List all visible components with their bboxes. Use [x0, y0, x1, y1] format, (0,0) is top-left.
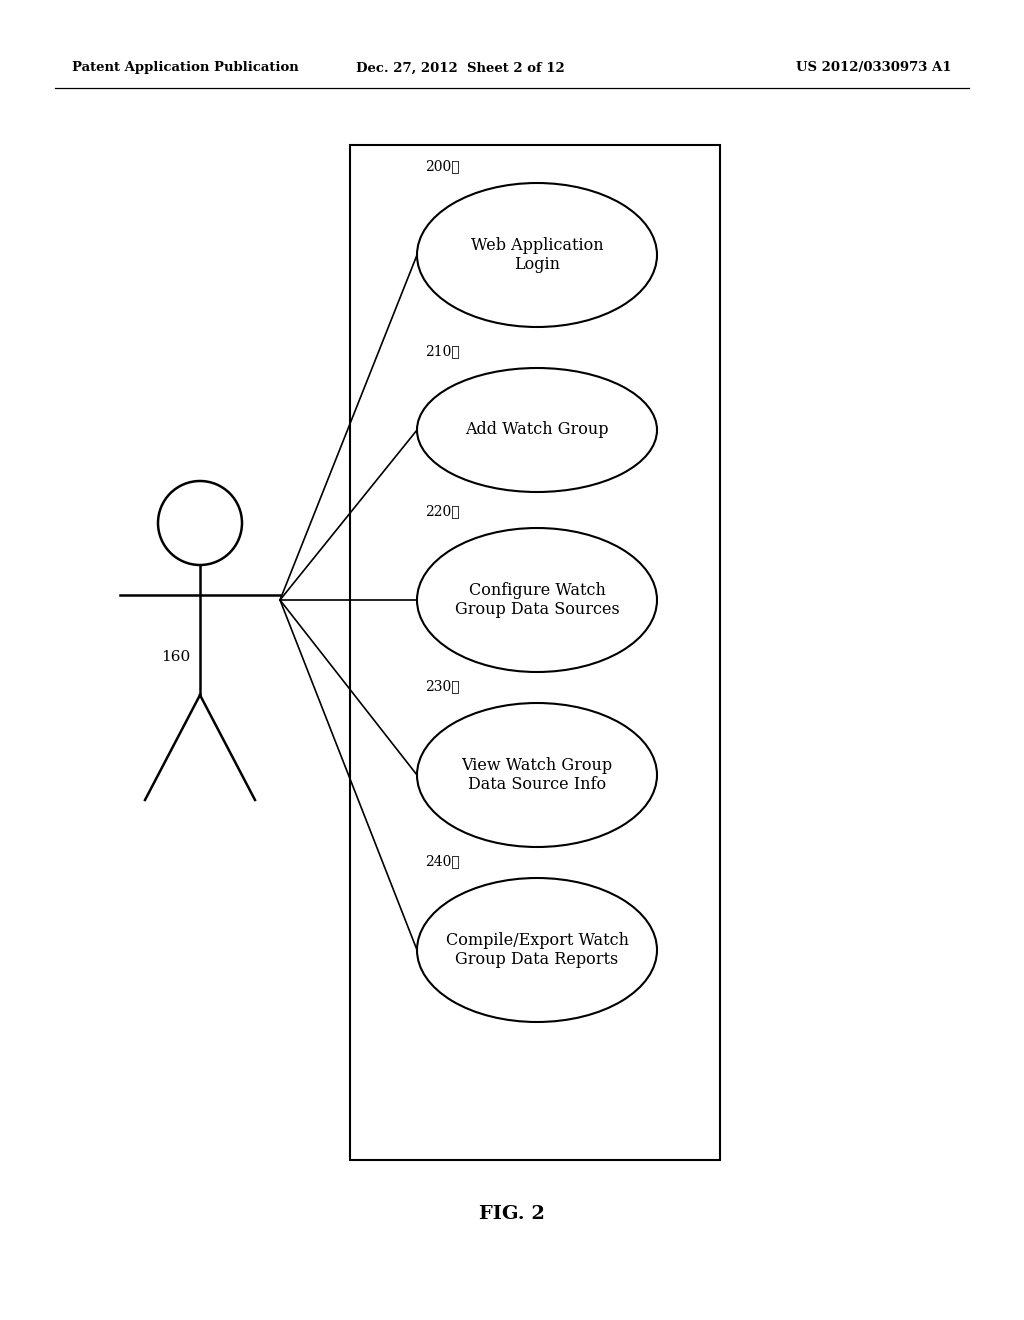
Text: 200⁀: 200⁀ [425, 158, 460, 173]
Text: 210⁀: 210⁀ [425, 345, 460, 358]
Text: Configure Watch
Group Data Sources: Configure Watch Group Data Sources [455, 582, 620, 618]
Text: 240⁀: 240⁀ [425, 854, 460, 869]
Text: Dec. 27, 2012  Sheet 2 of 12: Dec. 27, 2012 Sheet 2 of 12 [356, 62, 565, 74]
Bar [350, 145, 720, 1160]
Text: View Watch Group
Data Source Info: View Watch Group Data Source Info [462, 756, 612, 793]
Ellipse shape [417, 528, 657, 672]
Ellipse shape [417, 183, 657, 327]
Ellipse shape [417, 878, 657, 1022]
Text: FIG. 2: FIG. 2 [479, 1205, 545, 1224]
Text: 160: 160 [161, 649, 190, 664]
Ellipse shape [158, 480, 242, 565]
Text: Web Application
Login: Web Application Login [471, 236, 603, 273]
Text: Patent Application Publication: Patent Application Publication [72, 62, 299, 74]
Ellipse shape [417, 704, 657, 847]
Ellipse shape [417, 368, 657, 492]
Text: 230⁀: 230⁀ [425, 678, 460, 693]
Text: US 2012/0330973 A1: US 2012/0330973 A1 [797, 62, 952, 74]
Text: 220⁀: 220⁀ [425, 504, 460, 517]
Text: Add Watch Group: Add Watch Group [465, 421, 608, 438]
Text: Compile/Export Watch
Group Data Reports: Compile/Export Watch Group Data Reports [445, 932, 629, 969]
